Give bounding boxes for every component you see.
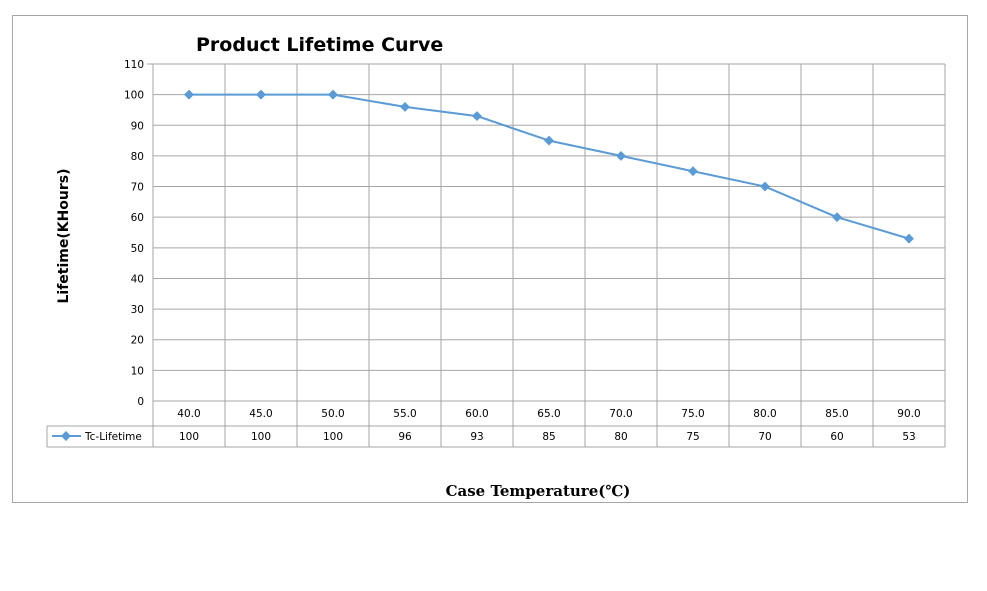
y-tick-label: 40 bbox=[131, 273, 144, 285]
x-axis-label: Case Temperature(℃) bbox=[446, 482, 631, 500]
data-point bbox=[832, 212, 842, 223]
data-point bbox=[328, 89, 338, 100]
y-tick-label: 50 bbox=[131, 243, 144, 255]
y-tick-label: 30 bbox=[131, 304, 144, 316]
data-point bbox=[184, 89, 194, 100]
legend-marker bbox=[61, 431, 71, 441]
x-tick-label: 60.0 bbox=[465, 408, 488, 420]
series-layer bbox=[184, 89, 914, 244]
data-table-value: 60 bbox=[830, 431, 843, 443]
data-point bbox=[616, 150, 626, 161]
y-tick-label: 10 bbox=[131, 365, 144, 377]
x-tick-label: 85.0 bbox=[825, 408, 848, 420]
data-table-value: 93 bbox=[470, 431, 483, 443]
data-point bbox=[400, 101, 410, 112]
data-table-value: 96 bbox=[398, 431, 412, 443]
y-tick-label: 80 bbox=[131, 151, 144, 163]
y-tick-label: 0 bbox=[137, 396, 144, 408]
data-table-value: 100 bbox=[251, 431, 271, 443]
data-point bbox=[760, 181, 770, 192]
data-table-value: 53 bbox=[902, 431, 915, 443]
data-table-value: 100 bbox=[179, 431, 199, 443]
data-point bbox=[472, 111, 482, 122]
x-tick-label: 70.0 bbox=[609, 408, 632, 420]
data-point bbox=[256, 89, 266, 100]
y-tick-label: 90 bbox=[131, 120, 144, 132]
y-axis-ticks: 0 10 20 30 40 50 60 70 80 90 100 110 bbox=[124, 59, 144, 408]
data-point bbox=[688, 166, 698, 177]
y-tick-label: 100 bbox=[124, 90, 144, 102]
x-tick-label: 55.0 bbox=[393, 408, 416, 420]
x-tick-label: 50.0 bbox=[321, 408, 344, 420]
data-table-value: 70 bbox=[758, 431, 771, 443]
legend-key: Tc-Lifetime bbox=[52, 431, 142, 443]
x-tick-label: 40.0 bbox=[177, 408, 200, 420]
y-tick-label: 110 bbox=[124, 59, 144, 71]
x-tick-label: 75.0 bbox=[681, 408, 704, 420]
y-tick-label: 60 bbox=[131, 212, 144, 224]
chart-title: Product Lifetime Curve bbox=[196, 34, 443, 56]
x-tick-label: 45.0 bbox=[249, 408, 272, 420]
data-table-value: 85 bbox=[542, 431, 555, 443]
x-tick-label: 65.0 bbox=[537, 408, 560, 420]
data-point bbox=[544, 135, 554, 146]
gridlines bbox=[46, 63, 946, 448]
data-table-value: 80 bbox=[614, 431, 627, 443]
data-table-value: 100 bbox=[323, 431, 343, 443]
data-point bbox=[904, 233, 914, 244]
data-table-value: 75 bbox=[686, 431, 699, 443]
y-axis-label: Lifetime(KHours) bbox=[56, 168, 72, 303]
x-tick-label: 80.0 bbox=[753, 408, 776, 420]
data-table: 40.0 45.0 50.0 55.0 60.0 65.0 70.0 75.0 80.0 85.0… bbox=[52, 408, 921, 443]
legend-label: Tc-Lifetime bbox=[84, 431, 142, 443]
chart-frame bbox=[12, 15, 968, 503]
y-tick-label: 20 bbox=[131, 335, 144, 347]
x-tick-label: 90.0 bbox=[897, 408, 920, 420]
y-tick-label: 70 bbox=[131, 182, 144, 194]
